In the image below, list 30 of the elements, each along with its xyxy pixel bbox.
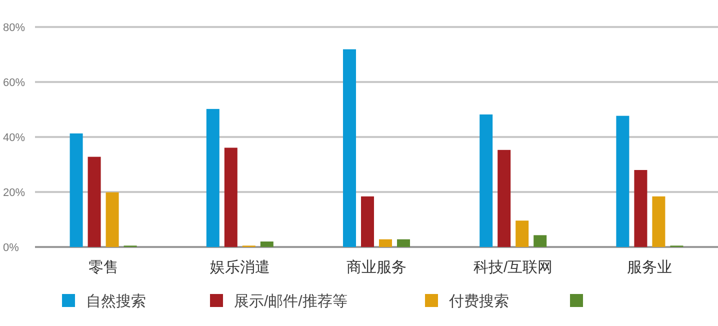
bar [616, 116, 630, 247]
bar [397, 239, 410, 247]
y-tick-label: 0% [3, 242, 20, 254]
bar [361, 196, 374, 247]
bar [70, 133, 83, 247]
bar [260, 242, 274, 247]
bar [206, 108, 220, 247]
bar [343, 49, 356, 247]
legend-label: 自然搜索 [86, 293, 146, 310]
y-tick-label: 60% [3, 77, 26, 89]
bar [652, 196, 666, 247]
bar [534, 235, 547, 247]
legend-label: 付费搜索 [448, 293, 509, 310]
bar [498, 150, 511, 247]
x-tick-label: 科技/互联网 [474, 259, 553, 276]
x-tick-label: 商业服务 [346, 259, 406, 276]
y-tick-label: 80% [3, 22, 26, 34]
y-tick-label: 20% [3, 187, 26, 199]
bar [516, 220, 529, 247]
x-tick-label: 娱乐消遣 [210, 259, 270, 276]
y-tick-label: 40% [3, 132, 26, 144]
bar [224, 148, 238, 247]
bar [480, 114, 493, 247]
bar [634, 170, 648, 247]
bar [379, 239, 392, 247]
bar [106, 192, 119, 247]
legend-label: 展示/邮件/推荐等 [234, 293, 348, 310]
x-tick-label: 服务业 [627, 259, 672, 276]
x-tick-label: 零售 [88, 259, 118, 276]
bar [88, 156, 101, 247]
